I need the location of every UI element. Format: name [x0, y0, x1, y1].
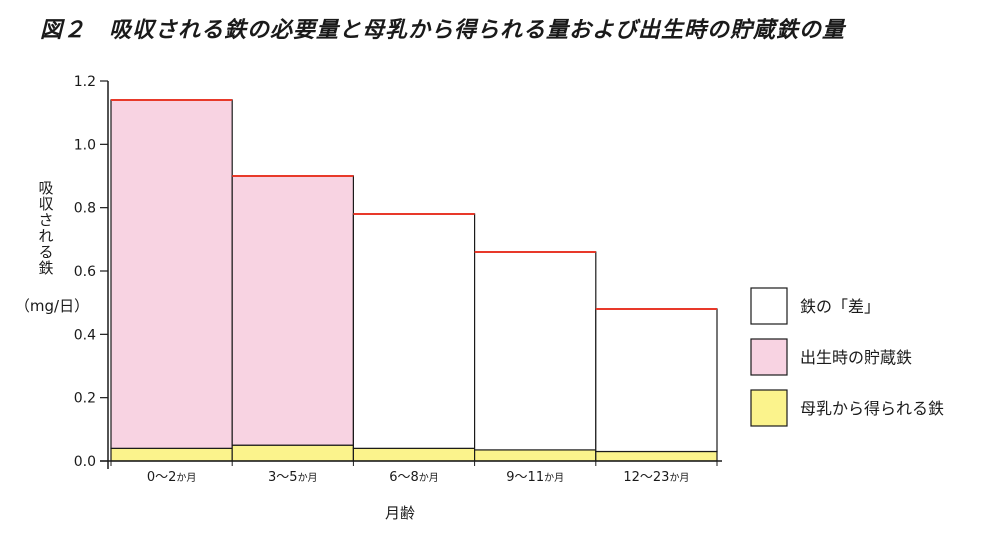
y-axis-label-char: さ [38, 211, 53, 229]
legend-label: 鉄の「差」 [800, 297, 880, 316]
bar-segment-0-0 [110, 447, 233, 462]
bar-segment-2-2 [352, 213, 476, 449]
axes-group: 0.0 0.2 0.4 0.6 0.8 1.0 1.2 [74, 74, 722, 470]
chart-title: 図２ 吸収される鉄の必要量と母乳から得られる量および出生時の貯蔵鉄の量 [40, 18, 846, 43]
legend-label: 出生時の貯蔵鉄 [800, 348, 912, 367]
y-axis-label-char: 収 [38, 195, 53, 213]
y-axis-unit: （mg/日） [15, 297, 89, 315]
bar-segment-4-2 [595, 308, 718, 453]
legend-swatch [750, 338, 788, 376]
bar-segment-1-0 [231, 444, 354, 462]
y-axis-label: 吸収される鉄 [38, 179, 53, 277]
x-tick-label: 6〜8か月 [389, 470, 439, 485]
x-tick-label: 3〜5か月 [268, 470, 318, 485]
legend-swatch [750, 287, 788, 325]
bar-segment-1-1 [231, 175, 354, 446]
y-tick-label: 1.2 [74, 74, 96, 90]
y-tick-label: 0.2 [74, 391, 96, 407]
y-axis-label-char: 吸 [38, 179, 53, 197]
bar-segment-4-0 [595, 450, 718, 462]
y-tick-label: 0.4 [74, 327, 96, 343]
y-tick-label: 0.6 [74, 264, 96, 280]
x-axis-label: 月齢 [385, 504, 415, 522]
y-tick-label: 1.0 [74, 137, 96, 153]
x-tick-label: 0〜2か月 [147, 470, 197, 485]
bar-segment-3-0 [474, 449, 597, 462]
y-axis-label-char: 鉄 [38, 259, 53, 277]
x-tick-label: 9〜11か月 [506, 470, 564, 485]
legend-swatch [750, 389, 788, 427]
bar-segment-0-1 [110, 99, 233, 449]
legend-label: 母乳から得られる鉄 [800, 399, 944, 418]
bar-segment-2-0 [352, 447, 476, 462]
y-tick-label: 0.0 [74, 454, 96, 470]
bars-group: 0〜2か月 3〜5か月 6〜8か月 9〜11か月 12〜23か月 [110, 99, 718, 485]
x-tick-label: 12〜23か月 [623, 470, 689, 485]
y-axis-label-char: れ [38, 227, 53, 245]
y-axis-label-char: る [38, 243, 53, 261]
y-tick-label: 0.8 [74, 201, 96, 217]
bar-segment-3-2 [474, 251, 597, 451]
